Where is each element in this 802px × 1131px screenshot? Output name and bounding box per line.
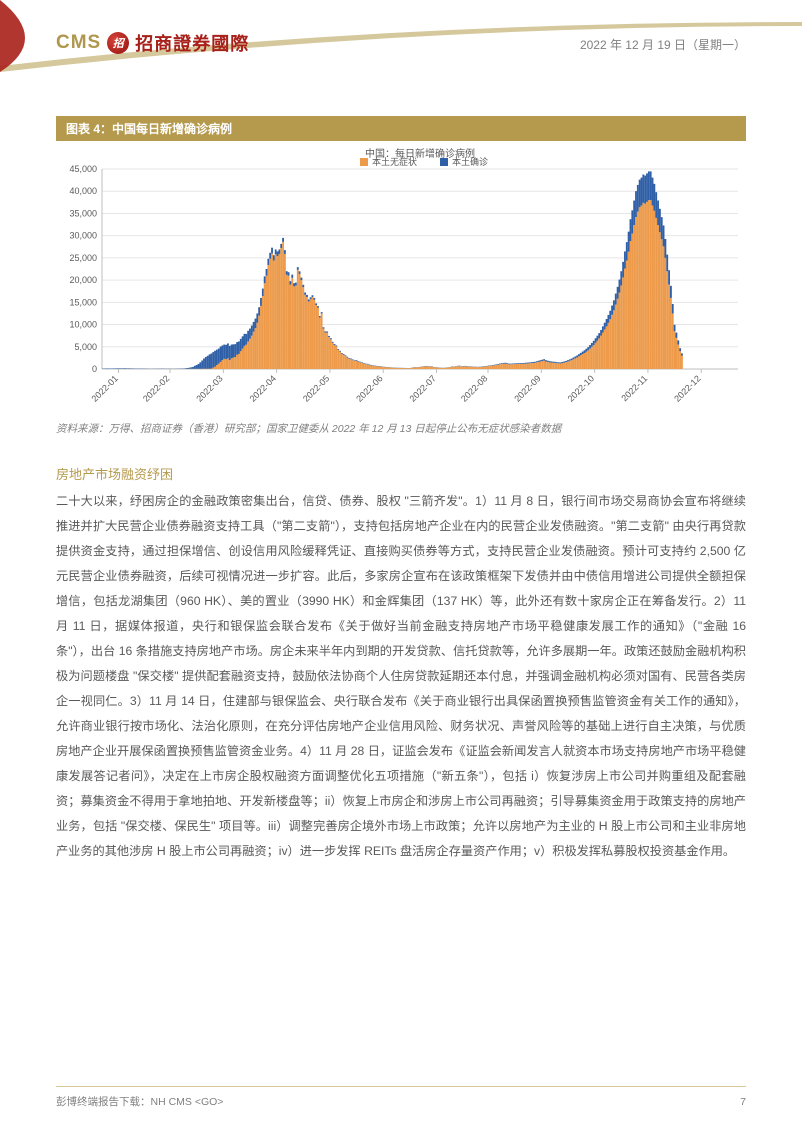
report-date: 2022 年 12 月 19 日（星期一） [580, 36, 746, 53]
brand-block: CMS 招 招商證券國際 [56, 30, 249, 56]
section-title: 房地产市场融资纾困 [56, 464, 746, 483]
brand-cms-text: CMS [56, 32, 101, 54]
svg-text:35,000: 35,000 [69, 208, 97, 218]
section-body-text: 二十大以来，纾困房企的金融政策密集出台，信贷、债券、股权 "三箭齐发"。1）11… [56, 489, 746, 864]
svg-text:45,000: 45,000 [69, 164, 97, 174]
chart-svg: 0 5,000 10,000 15,000 20,000 25,000 30,000 35,0… [56, 145, 746, 417]
chart-source-note: 资料来源：万得、招商证券（香港）研究部；国家卫健委从 2022 年 12 月 1… [56, 421, 746, 436]
svg-text:25,000: 25,000 [69, 253, 97, 263]
page-header: CMS 招 招商證券國際 2022 年 12 月 19 日（星期一） [0, 0, 802, 72]
brand-cn-text: 招商證券國際 [135, 30, 249, 56]
svg-text:本土无症状: 本土无症状 [372, 156, 417, 167]
svg-text:20,000: 20,000 [69, 275, 97, 285]
svg-text:10,000: 10,000 [69, 320, 97, 330]
brand-logo-icon: 招 [107, 32, 129, 54]
svg-text:40,000: 40,000 [69, 186, 97, 196]
footer-left-text: 彭博终端报告下载：NH CMS <GO> [56, 1094, 223, 1109]
page-content: 图表 4：中国每日新增确诊病例 0 5,000 10,000 15,000 20,000… [0, 72, 802, 864]
page-footer: 彭博终端报告下载：NH CMS <GO> 7 [56, 1094, 746, 1109]
svg-text:本土确诊: 本土确诊 [452, 156, 488, 167]
chart-title-band: 图表 4：中国每日新增确诊病例 [56, 116, 746, 141]
chart-container: 0 5,000 10,000 15,000 20,000 25,000 30,000 35,0… [56, 145, 746, 417]
svg-text:30,000: 30,000 [69, 231, 97, 241]
footer-divider [56, 1086, 746, 1087]
footer-page-number: 7 [740, 1096, 746, 1108]
svg-text:5,000: 5,000 [74, 342, 97, 352]
svg-text:0: 0 [92, 364, 97, 374]
svg-text:15,000: 15,000 [69, 297, 97, 307]
